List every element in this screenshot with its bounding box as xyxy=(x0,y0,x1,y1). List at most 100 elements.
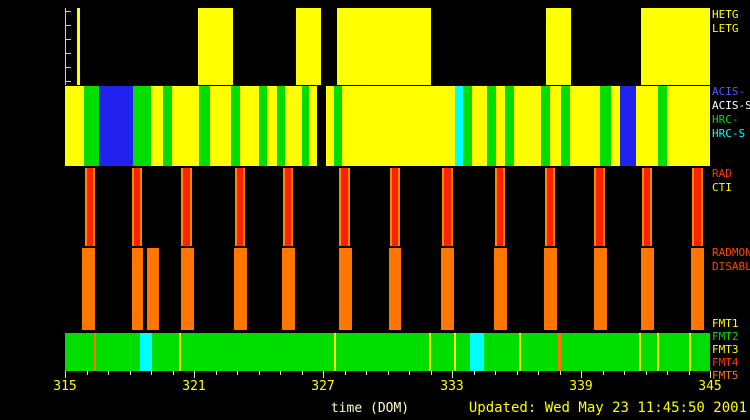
segment-green xyxy=(258,86,268,166)
x-axis-tick xyxy=(129,371,131,375)
x-axis-tick-label: 327 xyxy=(311,379,335,394)
x-axis-tick xyxy=(215,371,217,375)
x-axis-tick xyxy=(688,371,690,375)
segment-red xyxy=(391,168,399,246)
segment-orange xyxy=(339,248,353,330)
segment-green xyxy=(276,86,285,166)
x-axis-tick xyxy=(194,371,195,378)
x-axis-tick xyxy=(667,371,668,375)
segment-cyan xyxy=(140,333,153,371)
x-axis-tick xyxy=(430,371,432,375)
segment-red xyxy=(693,168,701,246)
x-axis-tick xyxy=(452,371,453,378)
segment-red xyxy=(596,168,604,246)
band-label-acis-: ACIS- xyxy=(712,85,746,98)
x-axis-tick xyxy=(581,371,582,378)
segment-red xyxy=(86,168,94,246)
band-label-cti: CTI xyxy=(712,181,732,194)
segment-orange xyxy=(82,248,96,330)
segment-yellow xyxy=(333,333,337,371)
segment-orange xyxy=(94,333,97,371)
band-instrument xyxy=(65,86,710,166)
band-label-fmt3: FMT3 xyxy=(712,343,739,356)
x-axis-tick xyxy=(258,371,260,375)
segment-red xyxy=(341,168,349,246)
segment-green xyxy=(333,86,342,166)
x-axis-tick xyxy=(65,371,66,378)
segment-yellow xyxy=(518,333,521,371)
segment-yellow xyxy=(688,333,692,371)
band-label-hrc-: HRC- xyxy=(712,113,739,126)
band-label-radmon: RADMON xyxy=(712,246,750,259)
segment-red xyxy=(236,168,244,246)
segment-yellow xyxy=(198,8,233,85)
y-axis-line xyxy=(65,8,66,85)
band-label-fmt1: FMT1 xyxy=(712,317,739,330)
segment-yellow xyxy=(656,333,660,371)
segment-yellow xyxy=(336,8,431,85)
updated-timestamp: Updated: Wed May 23 11:45:50 2001 xyxy=(468,400,747,416)
y-axis-ticks xyxy=(66,11,71,83)
x-axis-tick xyxy=(237,371,238,375)
segment-green xyxy=(198,86,210,166)
segment-yellow xyxy=(428,333,432,371)
x-axis-tick xyxy=(516,371,518,375)
x-axis-tick xyxy=(280,371,281,375)
x-axis-tick xyxy=(151,371,152,375)
segment-green xyxy=(132,86,151,166)
segment-cyan xyxy=(455,86,463,166)
band-label-hetg: HETG xyxy=(712,8,739,21)
segment-orange xyxy=(544,248,558,330)
band-radmon-disabled xyxy=(65,248,710,330)
segment-yellow xyxy=(178,333,182,371)
x-axis-tick-label: 339 xyxy=(569,379,593,394)
segment-orange xyxy=(233,248,247,330)
legend-radmon-disabled: RADMONDISABLED xyxy=(712,246,750,274)
x-axis-tick xyxy=(645,371,647,375)
segment-red xyxy=(183,168,191,246)
segment-green xyxy=(83,86,99,166)
segment-red xyxy=(496,168,504,246)
segment-orange xyxy=(690,248,704,330)
segment-orange xyxy=(558,333,561,371)
segment-orange xyxy=(493,248,507,330)
segment-green xyxy=(658,86,668,166)
x-axis-tick-label: 315 xyxy=(53,379,77,394)
segment-orange xyxy=(131,248,144,330)
segment-red xyxy=(133,168,141,246)
segment-orange xyxy=(282,248,296,330)
x-axis-tick xyxy=(172,371,174,375)
x-axis-tick xyxy=(538,371,539,375)
segment-blue xyxy=(619,86,637,166)
segment-green xyxy=(163,86,173,166)
x-axis-tick xyxy=(387,371,389,375)
x-axis-tick xyxy=(108,371,109,375)
segment-blue xyxy=(98,86,133,166)
segment-red xyxy=(643,168,651,246)
band-label-fmt2: FMT2 xyxy=(712,330,739,343)
segment-orange xyxy=(181,248,194,330)
x-axis-tick xyxy=(602,371,604,375)
legend-telemetry-format: FMT1 FMT2 FMT3 FMT4 FMT5 xyxy=(712,317,750,382)
band-rad-cti xyxy=(65,168,710,246)
segment-green xyxy=(505,86,514,166)
band-label-letg: LETG xyxy=(712,22,739,35)
x-axis-tick-label: 345 xyxy=(698,379,722,394)
x-axis-tick xyxy=(624,371,625,375)
segment-green xyxy=(599,86,612,166)
x-axis-tick xyxy=(366,371,367,375)
x-axis-tick-label: 333 xyxy=(440,379,464,394)
legend-grating: HETG LETG xyxy=(712,8,750,36)
segment-orange xyxy=(388,248,402,330)
band-label-disabled: DISABLED xyxy=(712,260,750,273)
band-grating xyxy=(65,8,710,85)
x-axis-tick xyxy=(473,371,475,375)
segment-cyan xyxy=(470,333,485,371)
segment-yellow xyxy=(638,333,641,371)
segment-yellow xyxy=(640,8,710,85)
x-axis-tick xyxy=(86,371,88,375)
segment-green xyxy=(561,86,571,166)
segment-yellow xyxy=(453,333,457,371)
band-label-hrc-s: HRC-S xyxy=(712,127,746,140)
segment-orange xyxy=(441,248,455,330)
